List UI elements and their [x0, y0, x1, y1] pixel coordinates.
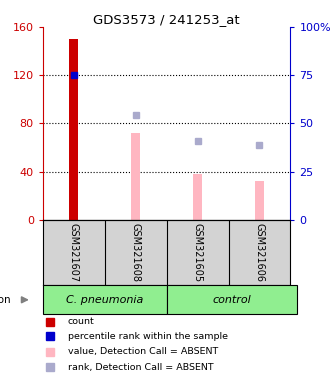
- Bar: [167, 285, 297, 314]
- Text: infection: infection: [0, 295, 11, 305]
- Bar: [193, 174, 202, 220]
- Bar: [255, 181, 264, 220]
- Title: GDS3573 / 241253_at: GDS3573 / 241253_at: [93, 13, 240, 26]
- Text: GSM321606: GSM321606: [254, 223, 264, 282]
- Text: C. pneumonia: C. pneumonia: [66, 295, 144, 305]
- Text: value, Detection Call = ABSENT: value, Detection Call = ABSENT: [68, 347, 218, 356]
- Bar: [43, 285, 167, 314]
- Text: count: count: [68, 317, 94, 326]
- Text: rank, Detection Call = ABSENT: rank, Detection Call = ABSENT: [68, 362, 213, 371]
- Bar: [131, 133, 140, 220]
- Text: control: control: [212, 295, 251, 305]
- Text: GSM321607: GSM321607: [69, 223, 79, 282]
- Text: GSM321608: GSM321608: [131, 223, 141, 282]
- Text: percentile rank within the sample: percentile rank within the sample: [68, 331, 228, 341]
- Bar: [69, 39, 79, 220]
- Text: GSM321605: GSM321605: [193, 223, 203, 282]
